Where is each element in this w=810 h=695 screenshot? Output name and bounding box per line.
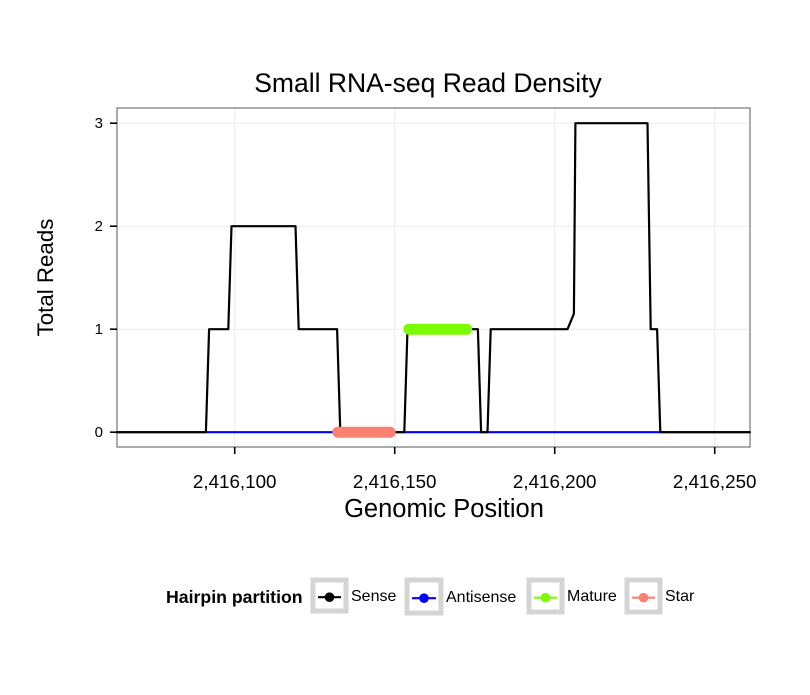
svg-text:1: 1 [95,321,103,338]
svg-text:Hairpin partition: Hairpin partition [166,587,303,607]
svg-text:Antisense: Antisense [446,589,516,606]
svg-text:Sense: Sense [351,588,396,605]
svg-text:Mature: Mature [567,588,617,605]
svg-text:2,416,200: 2,416,200 [513,471,597,492]
svg-text:2,416,150: 2,416,150 [353,471,437,492]
svg-text:Star: Star [665,588,695,605]
svg-text:2,416,100: 2,416,100 [193,471,277,492]
svg-text:Genomic Position: Genomic Position [344,495,544,523]
svg-text:Small RNA-seq Read Density: Small RNA-seq Read Density [254,68,602,98]
svg-text:3: 3 [95,115,103,132]
svg-text:Total Reads: Total Reads [33,219,58,337]
svg-text:2: 2 [95,218,103,235]
svg-text:2,416,250: 2,416,250 [673,471,757,492]
svg-text:0: 0 [95,424,103,441]
